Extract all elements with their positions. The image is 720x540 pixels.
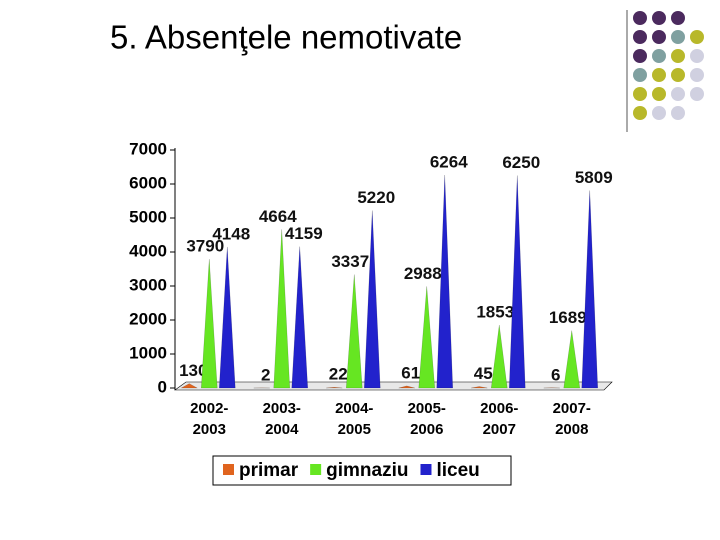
value-label: 4159	[285, 224, 323, 243]
value-label: 6264	[430, 153, 468, 172]
legend-swatch	[223, 464, 234, 475]
y-tick-label: 6000	[129, 173, 167, 192]
value-label: 61	[401, 363, 420, 382]
bar	[436, 175, 454, 389]
bar	[181, 383, 198, 389]
bar	[345, 274, 363, 389]
bar	[218, 246, 236, 389]
value-label: 45	[474, 364, 493, 383]
bar	[508, 175, 526, 389]
legend-label: primar	[239, 460, 299, 481]
legend-swatch	[310, 464, 322, 475]
x-tick-label: 2002-2003	[190, 400, 228, 438]
value-label: 130	[179, 361, 207, 380]
value-label: 1853	[476, 302, 514, 321]
bar	[291, 246, 309, 389]
bar	[200, 259, 218, 389]
x-tick-label: 2005-2006	[408, 400, 446, 438]
x-tick-label: 2003-2004	[263, 400, 301, 438]
decor-dots	[633, 11, 704, 120]
bar	[326, 387, 343, 389]
value-label: 6	[551, 365, 560, 384]
value-label: 22	[329, 365, 348, 384]
x-tick-label: 2007-2008	[553, 400, 591, 438]
legend-swatch	[420, 464, 432, 475]
floor	[174, 381, 613, 391]
bar	[471, 386, 488, 389]
legend-label: gimnaziu	[326, 460, 408, 481]
value-label: 5809	[575, 168, 613, 187]
value-label: 4664	[259, 207, 297, 226]
y-tick-label: 1000	[129, 343, 167, 362]
bar	[418, 286, 436, 389]
value-label: 2988	[404, 264, 442, 283]
bar	[273, 229, 291, 389]
value-label: 3337	[331, 252, 369, 271]
value-label: 4148	[212, 224, 250, 243]
y-tick-label: 0	[158, 377, 167, 396]
x-tick-label: 2006-2007	[480, 400, 518, 438]
bar	[398, 385, 415, 389]
bar	[490, 324, 508, 389]
x-tick-label: 2004-2005	[335, 400, 373, 438]
y-tick-label: 2000	[129, 309, 167, 328]
bar	[581, 190, 599, 389]
value-label: 5220	[357, 188, 395, 207]
y-tick-label: 5000	[129, 207, 167, 226]
legend	[212, 455, 512, 486]
value-label: 2	[261, 365, 270, 384]
value-label: 3790	[186, 237, 224, 256]
legend-label: liceu	[436, 460, 479, 481]
value-label: 1689	[549, 308, 587, 327]
y-tick-label: 4000	[129, 241, 167, 260]
y-tick-label: 7000	[129, 139, 167, 158]
value-label: 6250	[502, 153, 540, 172]
slide-title: 5. Absenţele nemotivate	[110, 19, 462, 56]
bar	[563, 330, 581, 389]
bar	[363, 210, 381, 389]
y-tick-label: 3000	[129, 275, 167, 294]
